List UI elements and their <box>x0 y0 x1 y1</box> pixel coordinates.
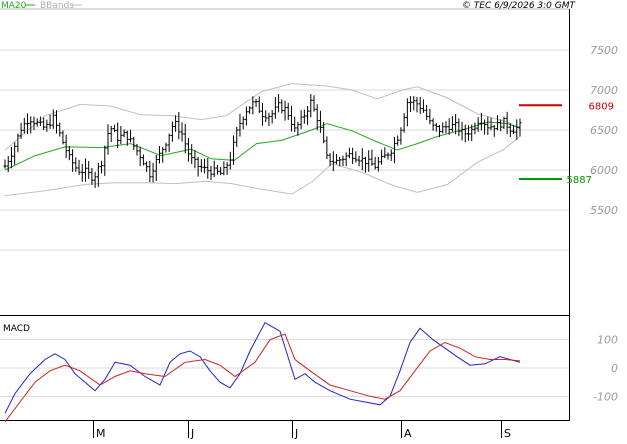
bbands-upper <box>4 83 521 151</box>
x-tick-label: M <box>96 427 106 440</box>
bbands-legend: BBands <box>40 1 74 11</box>
macd-y-tick-label: 100 <box>597 334 618 347</box>
y-tick-label: 7000 <box>590 84 618 97</box>
resistance-level-label: 6809 <box>589 101 614 112</box>
ma20-line <box>4 121 521 171</box>
support-level-label: 5887 <box>567 175 592 186</box>
x-tick-label: J <box>190 427 194 440</box>
bbands-lower <box>4 136 521 197</box>
copyright-text: © TEC 6/9/2026 3:0 GMT <box>462 1 577 11</box>
macd-panel-title: MACD <box>3 324 30 334</box>
ma20-legend: MA20 <box>1 1 27 11</box>
signal-line <box>4 333 521 423</box>
y-tick-label: 6000 <box>590 164 618 177</box>
y-tick-label: 6500 <box>590 124 618 137</box>
x-tick-label: A <box>404 427 412 440</box>
macd-y-tick-label: -100 <box>593 390 618 403</box>
x-tick-label: S <box>504 427 511 440</box>
x-tick-label: J <box>294 427 298 440</box>
macd-line <box>4 322 521 414</box>
macd-y-tick-label: 0 <box>611 362 618 375</box>
y-tick-label: 5500 <box>590 204 618 217</box>
y-tick-label: 7500 <box>590 44 618 57</box>
